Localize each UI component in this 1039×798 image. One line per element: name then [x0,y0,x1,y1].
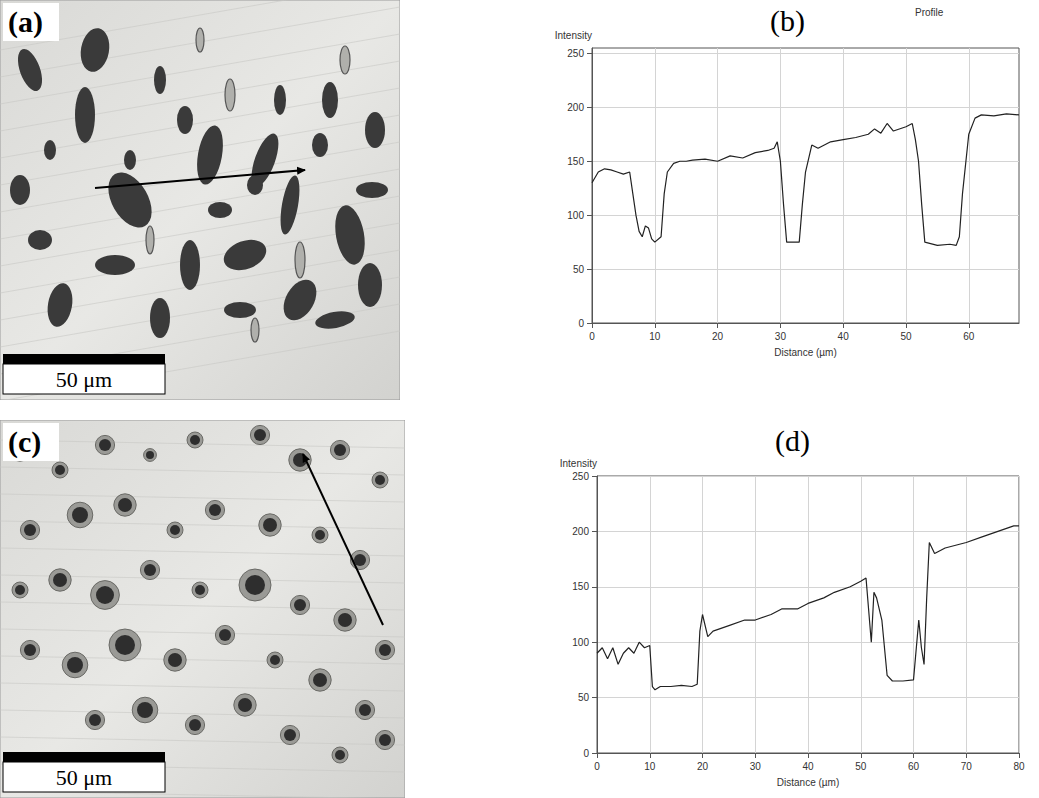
svg-text:50: 50 [573,264,585,275]
svg-text:10: 10 [644,761,656,772]
svg-text:60: 60 [908,761,920,772]
svg-text:30: 30 [775,331,787,342]
svg-text:Intensity: Intensity [560,458,597,469]
svg-text:80: 80 [1013,761,1025,772]
svg-text:250: 250 [572,471,589,482]
svg-text:250: 250 [567,48,584,59]
svg-text:70: 70 [961,761,973,772]
svg-text:50: 50 [900,331,912,342]
svg-text:50 μm: 50 μm [56,765,112,790]
svg-text:50 μm: 50 μm [56,367,112,392]
svg-text:10: 10 [649,331,661,342]
svg-text:0: 0 [594,761,600,772]
svg-text:100: 100 [567,210,584,221]
svg-text:20: 20 [712,331,724,342]
svg-text:0: 0 [589,331,595,342]
svg-text:(b): (b) [770,4,805,38]
svg-text:50: 50 [578,692,590,703]
svg-text:(c): (c) [8,425,41,459]
svg-text:50: 50 [855,761,867,772]
svg-text:(d): (d) [775,424,810,458]
svg-text:Distance (µm): Distance (µm) [774,347,836,358]
svg-text:150: 150 [572,581,589,592]
svg-text:Intensity: Intensity [555,30,592,41]
svg-text:150: 150 [567,156,584,167]
svg-text:(a): (a) [8,5,43,39]
svg-text:0: 0 [583,748,589,759]
svg-text:100: 100 [572,637,589,648]
svg-text:30: 30 [750,761,762,772]
svg-text:200: 200 [572,526,589,537]
svg-text:40: 40 [838,331,850,342]
svg-text:60: 60 [963,331,975,342]
svg-text:Distance (µm): Distance (µm) [777,777,839,788]
svg-text:20: 20 [697,761,709,772]
svg-text:Profile: Profile [915,7,944,18]
svg-text:40: 40 [802,761,814,772]
svg-text:200: 200 [567,102,584,113]
svg-text:0: 0 [578,318,584,329]
